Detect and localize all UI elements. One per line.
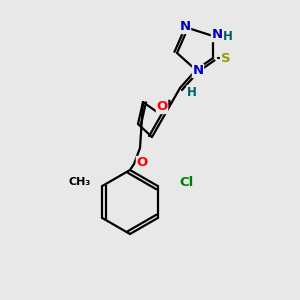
Text: CH₃: CH₃	[69, 177, 91, 187]
Text: N: N	[192, 64, 204, 77]
Text: H: H	[223, 29, 233, 43]
Text: S: S	[221, 52, 231, 64]
Text: Cl: Cl	[179, 176, 193, 188]
Text: O: O	[136, 157, 148, 169]
Text: H: H	[187, 85, 197, 98]
Text: O: O	[156, 100, 168, 113]
Text: N: N	[179, 20, 191, 34]
Text: N: N	[212, 28, 223, 41]
